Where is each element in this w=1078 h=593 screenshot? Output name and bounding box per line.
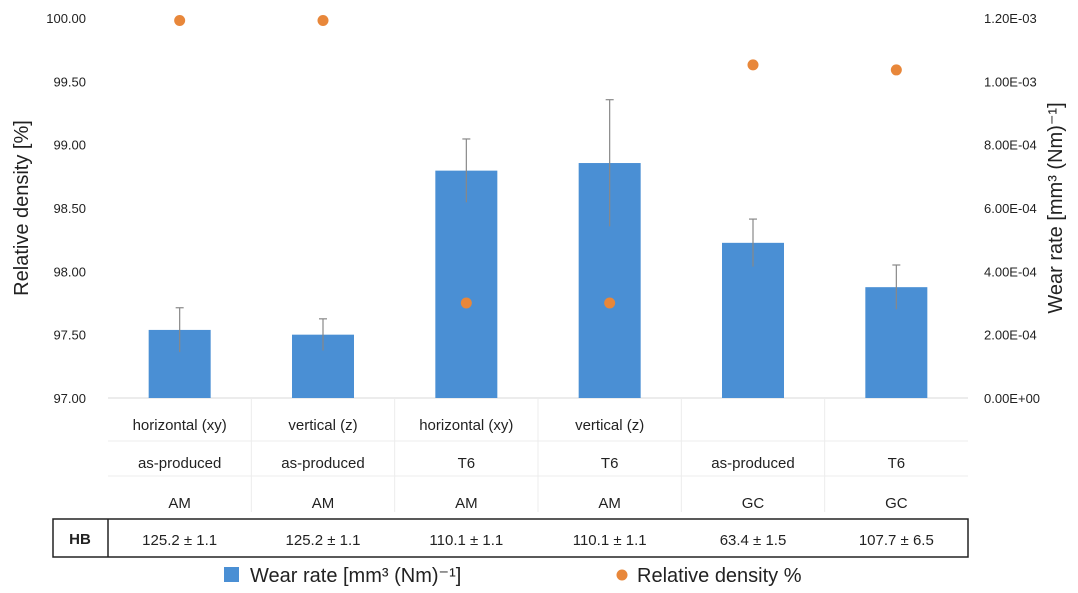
category-label-process: AM bbox=[598, 495, 621, 512]
y-right-tick-label: 0.00E+00 bbox=[984, 391, 1040, 406]
hb-value: 125.2 ± 1.1 bbox=[286, 532, 361, 549]
category-label-orientation: vertical (z) bbox=[575, 417, 644, 434]
category-label-treatment: as-produced bbox=[711, 455, 794, 472]
y-left-tick-label: 97.50 bbox=[53, 328, 86, 343]
y-left-tick-label: 100.00 bbox=[46, 11, 86, 26]
category-label-process: AM bbox=[455, 495, 478, 512]
y-left-tick-label: 99.00 bbox=[53, 138, 86, 153]
hb-value: 125.2 ± 1.1 bbox=[142, 532, 217, 549]
legend-label-relative-density: Relative density % bbox=[637, 565, 802, 587]
y-left-tick-label: 99.50 bbox=[53, 74, 86, 89]
hb-value: 107.7 ± 6.5 bbox=[859, 532, 934, 549]
hb-value: 63.4 ± 1.5 bbox=[720, 532, 787, 549]
category-label-process: AM bbox=[312, 495, 335, 512]
relative-density-point bbox=[604, 297, 616, 309]
y-right-tick-label: 8.00E-04 bbox=[984, 138, 1037, 153]
category-label-orientation: horizontal (xy) bbox=[419, 417, 513, 434]
category-label-treatment: T6 bbox=[601, 455, 619, 472]
category-label-process: GC bbox=[742, 495, 765, 512]
y-left-tick-label: 97.00 bbox=[53, 391, 86, 406]
relative-density-point bbox=[890, 64, 902, 76]
y-right-tick-label: 1.00E-03 bbox=[984, 74, 1037, 89]
y-right-axis-title: Wear rate [mm³ (Nm)⁻¹] bbox=[1045, 102, 1067, 313]
relative-density-point bbox=[174, 15, 186, 27]
y-right-tick-label: 4.00E-04 bbox=[984, 264, 1037, 279]
legend-marker-relative-density bbox=[616, 569, 628, 581]
category-label-process: GC bbox=[885, 495, 908, 512]
hb-value: 110.1 ± 1.1 bbox=[573, 532, 647, 549]
relative-density-point bbox=[747, 59, 759, 71]
y-left-axis-title: Relative density [%] bbox=[11, 120, 33, 296]
hb-value: 110.1 ± 1.1 bbox=[429, 532, 503, 549]
legend-swatch-wear-rate bbox=[224, 567, 239, 582]
legend-label-wear-rate: Wear rate [mm³ (Nm)⁻¹] bbox=[250, 565, 461, 587]
hb-row-label: HB bbox=[69, 531, 91, 548]
hb-table-box bbox=[52, 518, 969, 558]
y-right-tick-label: 2.00E-04 bbox=[984, 328, 1037, 343]
relative-density-point bbox=[317, 15, 329, 27]
category-label-orientation: horizontal (xy) bbox=[133, 417, 227, 434]
y-right-tick-label: 6.00E-04 bbox=[984, 201, 1037, 216]
y-right-tick-label: 1.20E-03 bbox=[984, 11, 1037, 26]
category-label-treatment: as-produced bbox=[138, 455, 221, 472]
relative-density-point bbox=[460, 297, 472, 309]
y-left-tick-label: 98.00 bbox=[53, 264, 86, 279]
category-label-treatment: T6 bbox=[888, 455, 906, 472]
category-label-orientation: vertical (z) bbox=[288, 417, 357, 434]
wear-rate-bar bbox=[435, 170, 498, 398]
category-label-treatment: T6 bbox=[458, 455, 476, 472]
y-left-tick-label: 98.50 bbox=[53, 201, 86, 216]
category-label-treatment: as-produced bbox=[281, 455, 364, 472]
category-label-process: AM bbox=[168, 495, 191, 512]
wear-rate-bar bbox=[722, 242, 784, 398]
